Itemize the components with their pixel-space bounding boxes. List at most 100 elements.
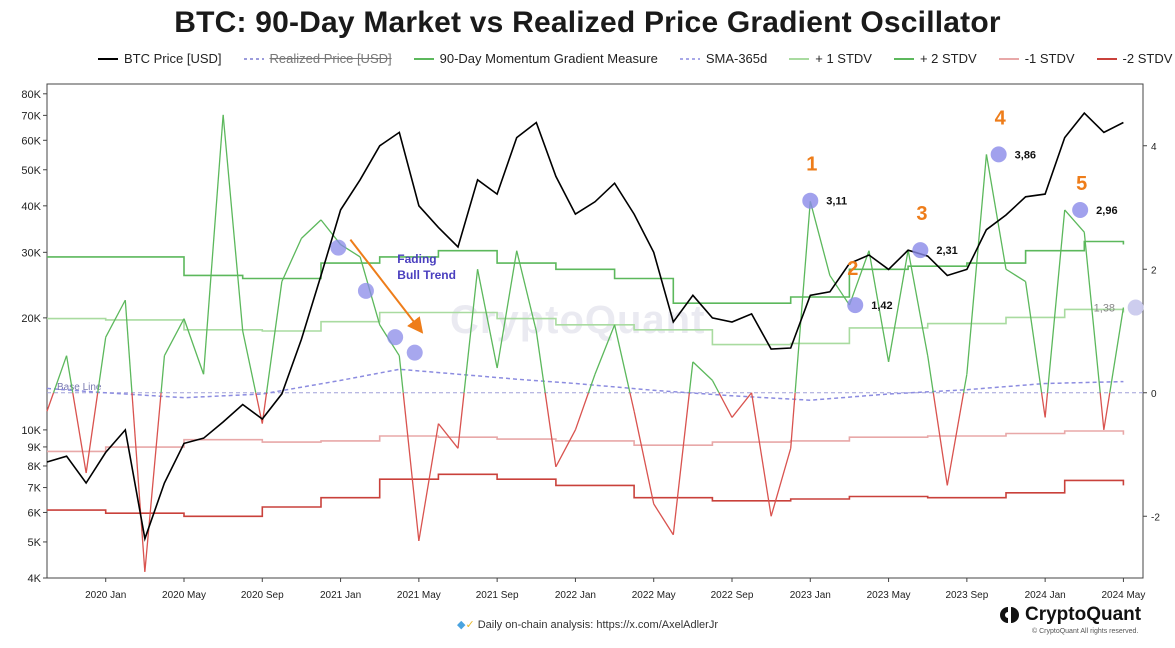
legend-item-realized-price[interactable]: Realized Price [USD] bbox=[243, 51, 392, 66]
x-tick-label: 2022 May bbox=[632, 590, 676, 601]
legend-label-plus-2-stdv: + 2 STDV bbox=[919, 51, 977, 66]
legend-item-plus-2-stdv[interactable]: + 2 STDV bbox=[893, 51, 977, 66]
momentum-segment bbox=[402, 392, 420, 542]
momentum-segment bbox=[242, 330, 257, 393]
momentum-segment bbox=[52, 355, 68, 393]
momentum-segment bbox=[574, 392, 590, 431]
momentum-segment bbox=[927, 355, 934, 393]
legend-item-minus-1-stdv[interactable]: -1 STDV bbox=[998, 51, 1075, 66]
y-left-tick-label: 7K bbox=[28, 483, 42, 495]
peak-value-label: 2,96 bbox=[1096, 205, 1117, 217]
momentum-segment bbox=[688, 361, 694, 393]
y-left-tick-label: 4K bbox=[28, 573, 42, 585]
momentum-segment bbox=[437, 423, 459, 449]
minus-2-stdv-line bbox=[47, 473, 1125, 518]
momentum-segment bbox=[300, 219, 322, 239]
peak-marker bbox=[912, 242, 929, 259]
legend-swatch-minus-1-stdv bbox=[998, 57, 1019, 60]
momentum-segment bbox=[65, 355, 74, 393]
momentum-segment bbox=[750, 392, 772, 517]
momentum-segment bbox=[1024, 281, 1043, 393]
momentum-segment bbox=[653, 503, 674, 536]
x-tick-label: 2020 Jan bbox=[85, 590, 126, 601]
momentum-segment bbox=[544, 392, 557, 467]
momentum-segment bbox=[160, 355, 166, 393]
momentum-segment bbox=[962, 374, 968, 393]
peak-value-label: 3,86 bbox=[1015, 149, 1036, 161]
legend-label-minus-1-stdv: -1 STDV bbox=[1024, 51, 1075, 66]
x-tick-label: 2020 May bbox=[162, 590, 206, 601]
legend-label-sma-365d: SMA-365d bbox=[705, 51, 768, 66]
peak-number-label: 4 bbox=[995, 107, 1007, 129]
legend-item-btc-price[interactable]: BTC Price [USD] bbox=[98, 51, 222, 66]
plus-2-stdv-line bbox=[47, 240, 1125, 304]
peak-marker bbox=[990, 146, 1007, 163]
momentum-segment bbox=[398, 355, 404, 393]
momentum-segment bbox=[966, 154, 988, 375]
logo-text: CryptoQuant bbox=[1025, 604, 1142, 625]
oscillator-layer bbox=[46, 114, 1125, 572]
momentum-segment bbox=[1109, 307, 1125, 393]
momentum-segment bbox=[1083, 232, 1101, 393]
momentum-segment bbox=[144, 392, 162, 572]
momentum-segment bbox=[163, 318, 185, 357]
momentum-segment bbox=[555, 429, 577, 468]
momentum-segment bbox=[265, 281, 283, 393]
minus-1-stdv-line bbox=[47, 430, 1125, 453]
x-tick-label: 2021 May bbox=[397, 590, 441, 601]
x-tick-label: 2023 May bbox=[867, 590, 911, 601]
legend-swatch-plus-1-stdv bbox=[789, 57, 810, 60]
momentum-segment bbox=[131, 392, 146, 572]
momentum-segment bbox=[629, 392, 635, 412]
legend-item-minus-2-stdv[interactable]: -2 STDV bbox=[1096, 51, 1173, 66]
momentum-segment bbox=[809, 201, 831, 276]
fading-arrow bbox=[349, 239, 424, 334]
watermark: CryptoQuant bbox=[450, 298, 706, 342]
plus-1-stdv-line bbox=[47, 308, 1125, 346]
momentum-segment bbox=[907, 249, 929, 356]
momentum-segment bbox=[731, 392, 753, 418]
y-left-tick-label: 50K bbox=[21, 165, 41, 177]
plot-frame bbox=[46, 83, 1144, 579]
y-right-tick-label: -2 bbox=[1151, 512, 1160, 523]
stdv-bands-layer: Base Line bbox=[46, 240, 1143, 518]
y-left-tick-label: 60K bbox=[21, 135, 41, 147]
btc-price-line bbox=[46, 111, 1124, 542]
baseline-label: Base Line bbox=[57, 382, 102, 393]
peak-value-label: 3,11 bbox=[826, 196, 847, 208]
y-left-tick-label: 80K bbox=[21, 89, 41, 101]
momentum-segment bbox=[633, 411, 655, 505]
peak-marker bbox=[1072, 201, 1089, 218]
legend-item-sma-365d[interactable]: SMA-365d bbox=[679, 51, 768, 66]
momentum-segment bbox=[1046, 209, 1066, 393]
momentum-segment bbox=[887, 249, 909, 362]
peak-value-label: 1,42 bbox=[871, 300, 892, 312]
legend-label-realized-price: Realized Price [USD] bbox=[269, 51, 392, 66]
peak-number-label: 2 bbox=[847, 258, 858, 280]
last-value-label: 1,38 bbox=[1094, 303, 1115, 315]
y-right-tick-label: 0 bbox=[1151, 389, 1157, 400]
legend-item-momentum-gradient[interactable]: 90-Day Momentum Gradient Measure bbox=[413, 51, 658, 66]
legend: BTC Price [USD] Realized Price [USD] 90-… bbox=[98, 51, 1172, 66]
momentum-segment bbox=[711, 380, 720, 394]
momentum-segment bbox=[202, 114, 224, 375]
momentum-segment bbox=[594, 324, 616, 375]
raised-hands-icon: ✓ bbox=[465, 619, 475, 631]
legend-swatch-minus-2-stdv bbox=[1096, 57, 1117, 60]
annotation-line2: Bull Trend bbox=[397, 268, 456, 282]
legend-label-minus-2-stdv: -2 STDV bbox=[1122, 51, 1173, 66]
y-left-tick-label: 40K bbox=[21, 201, 41, 213]
momentum-segment bbox=[97, 337, 107, 393]
legend-swatch-btc-price bbox=[98, 57, 118, 60]
footer-text[interactable]: Daily on-chain analysis: https://x.com/A… bbox=[477, 619, 718, 631]
momentum-segment bbox=[463, 269, 479, 393]
momentum-segment bbox=[692, 361, 713, 381]
fading-marker bbox=[387, 329, 404, 346]
sma-365d-line bbox=[46, 368, 1124, 401]
legend-item-plus-1-stdv[interactable]: + 1 STDV bbox=[789, 51, 872, 66]
peak-number-label: 3 bbox=[916, 203, 927, 225]
y-left-tick-label: 30K bbox=[21, 247, 41, 259]
momentum-segment bbox=[1064, 209, 1085, 233]
y-left-tick-label: 70K bbox=[21, 110, 41, 122]
